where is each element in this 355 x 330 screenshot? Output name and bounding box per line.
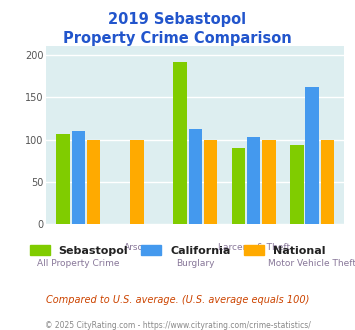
Bar xyxy=(232,148,245,224)
Bar xyxy=(204,140,217,224)
Bar xyxy=(72,131,85,224)
Bar xyxy=(305,87,319,224)
Text: Motor Vehicle Theft: Motor Vehicle Theft xyxy=(268,259,355,268)
Legend: Sebastopol, California, National: Sebastopol, California, National xyxy=(25,241,330,260)
Text: Burglary: Burglary xyxy=(176,259,214,268)
Bar xyxy=(321,140,334,224)
Text: Compared to U.S. average. (U.S. average equals 100): Compared to U.S. average. (U.S. average … xyxy=(46,295,309,305)
Text: © 2025 CityRating.com - https://www.cityrating.com/crime-statistics/: © 2025 CityRating.com - https://www.city… xyxy=(45,321,310,330)
Bar xyxy=(262,140,275,224)
Text: Larceny & Theft: Larceny & Theft xyxy=(218,243,290,251)
Bar xyxy=(56,134,70,224)
Text: 2019 Sebastopol: 2019 Sebastopol xyxy=(108,12,247,26)
Text: Property Crime Comparison: Property Crime Comparison xyxy=(63,31,292,46)
Bar xyxy=(290,146,304,224)
Bar xyxy=(247,137,261,224)
Bar xyxy=(173,62,187,224)
Text: Arson: Arson xyxy=(124,243,150,251)
Bar xyxy=(87,140,100,224)
Text: All Property Crime: All Property Crime xyxy=(37,259,120,268)
Bar xyxy=(189,128,202,224)
Bar xyxy=(130,140,143,224)
